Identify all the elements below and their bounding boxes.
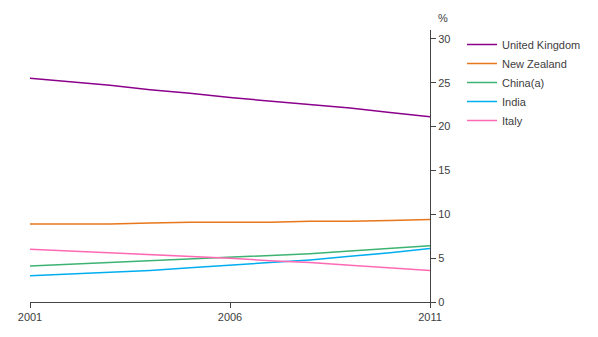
svg-text:2011: 2011 bbox=[418, 311, 442, 323]
svg-text:%: % bbox=[438, 12, 448, 24]
svg-text:10: 10 bbox=[438, 208, 450, 220]
svg-text:United Kingdom: United Kingdom bbox=[502, 39, 580, 51]
svg-text:India: India bbox=[502, 96, 527, 108]
svg-text:New Zealand: New Zealand bbox=[502, 58, 567, 70]
svg-text:0: 0 bbox=[438, 296, 444, 308]
svg-text:20: 20 bbox=[438, 120, 450, 132]
svg-text:Italy: Italy bbox=[502, 115, 523, 127]
svg-text:2001: 2001 bbox=[18, 311, 42, 323]
svg-text:25: 25 bbox=[438, 77, 450, 89]
svg-text:2006: 2006 bbox=[218, 311, 242, 323]
svg-text:China(a): China(a) bbox=[502, 77, 544, 89]
svg-text:15: 15 bbox=[438, 164, 450, 176]
svg-text:5: 5 bbox=[438, 252, 444, 264]
svg-text:30: 30 bbox=[438, 33, 450, 45]
